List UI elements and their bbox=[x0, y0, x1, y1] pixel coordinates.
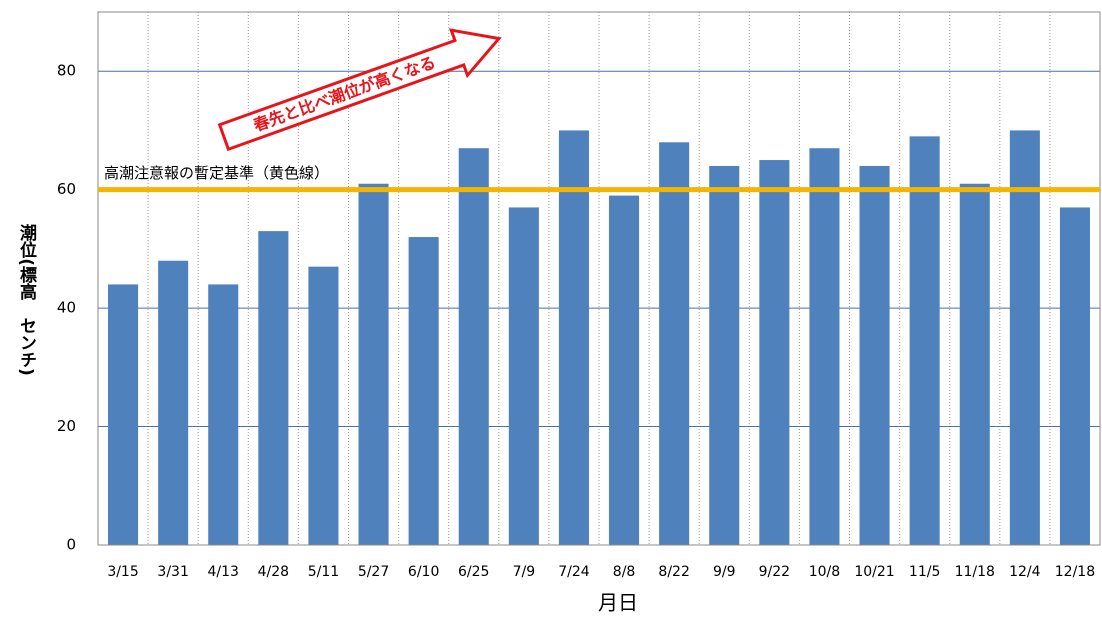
bar bbox=[909, 136, 940, 545]
annotation-arrow: 春先と比べ潮位が高くなる bbox=[217, 28, 502, 152]
bar bbox=[859, 165, 890, 545]
bar bbox=[308, 266, 339, 545]
x-tick-label: 4/28 bbox=[258, 564, 289, 580]
y-tick-label: 60 bbox=[57, 180, 76, 198]
bar bbox=[458, 148, 489, 545]
plot-border bbox=[97, 11, 1101, 546]
bar bbox=[508, 207, 539, 545]
bar bbox=[609, 195, 640, 546]
arrow-shape bbox=[217, 28, 502, 152]
x-tick-label: 4/13 bbox=[208, 564, 239, 580]
x-tick-label: 7/9 bbox=[513, 564, 536, 580]
bar bbox=[358, 183, 389, 545]
x-tick-label: 9/9 bbox=[713, 564, 736, 580]
bar bbox=[709, 165, 740, 545]
x-tick-label: 12/4 bbox=[1009, 564, 1041, 580]
x-tick-label: 12/18 bbox=[1055, 564, 1095, 580]
threshold-label: 高潮注意報の暫定基準（黄色線） bbox=[104, 164, 329, 182]
x-tick-label: 6/25 bbox=[458, 564, 489, 580]
x-tick-label: 8/8 bbox=[613, 564, 636, 580]
y-tick-label: 0 bbox=[66, 536, 76, 554]
x-tick-label: 7/24 bbox=[558, 564, 590, 580]
bar bbox=[558, 130, 589, 545]
x-tick-label: 6/10 bbox=[408, 564, 439, 580]
bar bbox=[158, 260, 189, 545]
bar bbox=[208, 284, 239, 545]
y-tick-label: 20 bbox=[57, 417, 76, 435]
y-tick-label: 40 bbox=[57, 299, 76, 317]
bar bbox=[108, 284, 139, 545]
bar bbox=[1009, 130, 1040, 545]
y-axis-label: 潮位(標高 センチ) bbox=[16, 223, 37, 376]
bar bbox=[809, 148, 840, 545]
x-tick-label: 3/31 bbox=[157, 564, 188, 580]
x-tick-label: 5/11 bbox=[308, 564, 339, 580]
x-tick-label: 8/22 bbox=[658, 564, 689, 580]
x-tick-label: 9/22 bbox=[759, 564, 790, 580]
bar bbox=[659, 142, 690, 546]
bar bbox=[959, 183, 990, 545]
x-tick-label: 3/15 bbox=[107, 564, 138, 580]
y-tick-label: 80 bbox=[57, 62, 76, 80]
x-tick-label: 5/27 bbox=[358, 564, 389, 580]
x-tick-label: 10/21 bbox=[854, 564, 894, 580]
bar bbox=[759, 160, 790, 546]
annotation-text: 春先と比べ潮位が高くなる bbox=[250, 53, 438, 136]
x-tick-label: 11/5 bbox=[909, 564, 940, 580]
bar bbox=[1059, 207, 1090, 545]
x-tick-label: 10/8 bbox=[809, 564, 840, 580]
bar bbox=[408, 237, 439, 546]
x-tick-label: 11/18 bbox=[955, 564, 995, 580]
bar bbox=[258, 231, 289, 545]
x-axis-label: 月日 bbox=[598, 591, 638, 615]
